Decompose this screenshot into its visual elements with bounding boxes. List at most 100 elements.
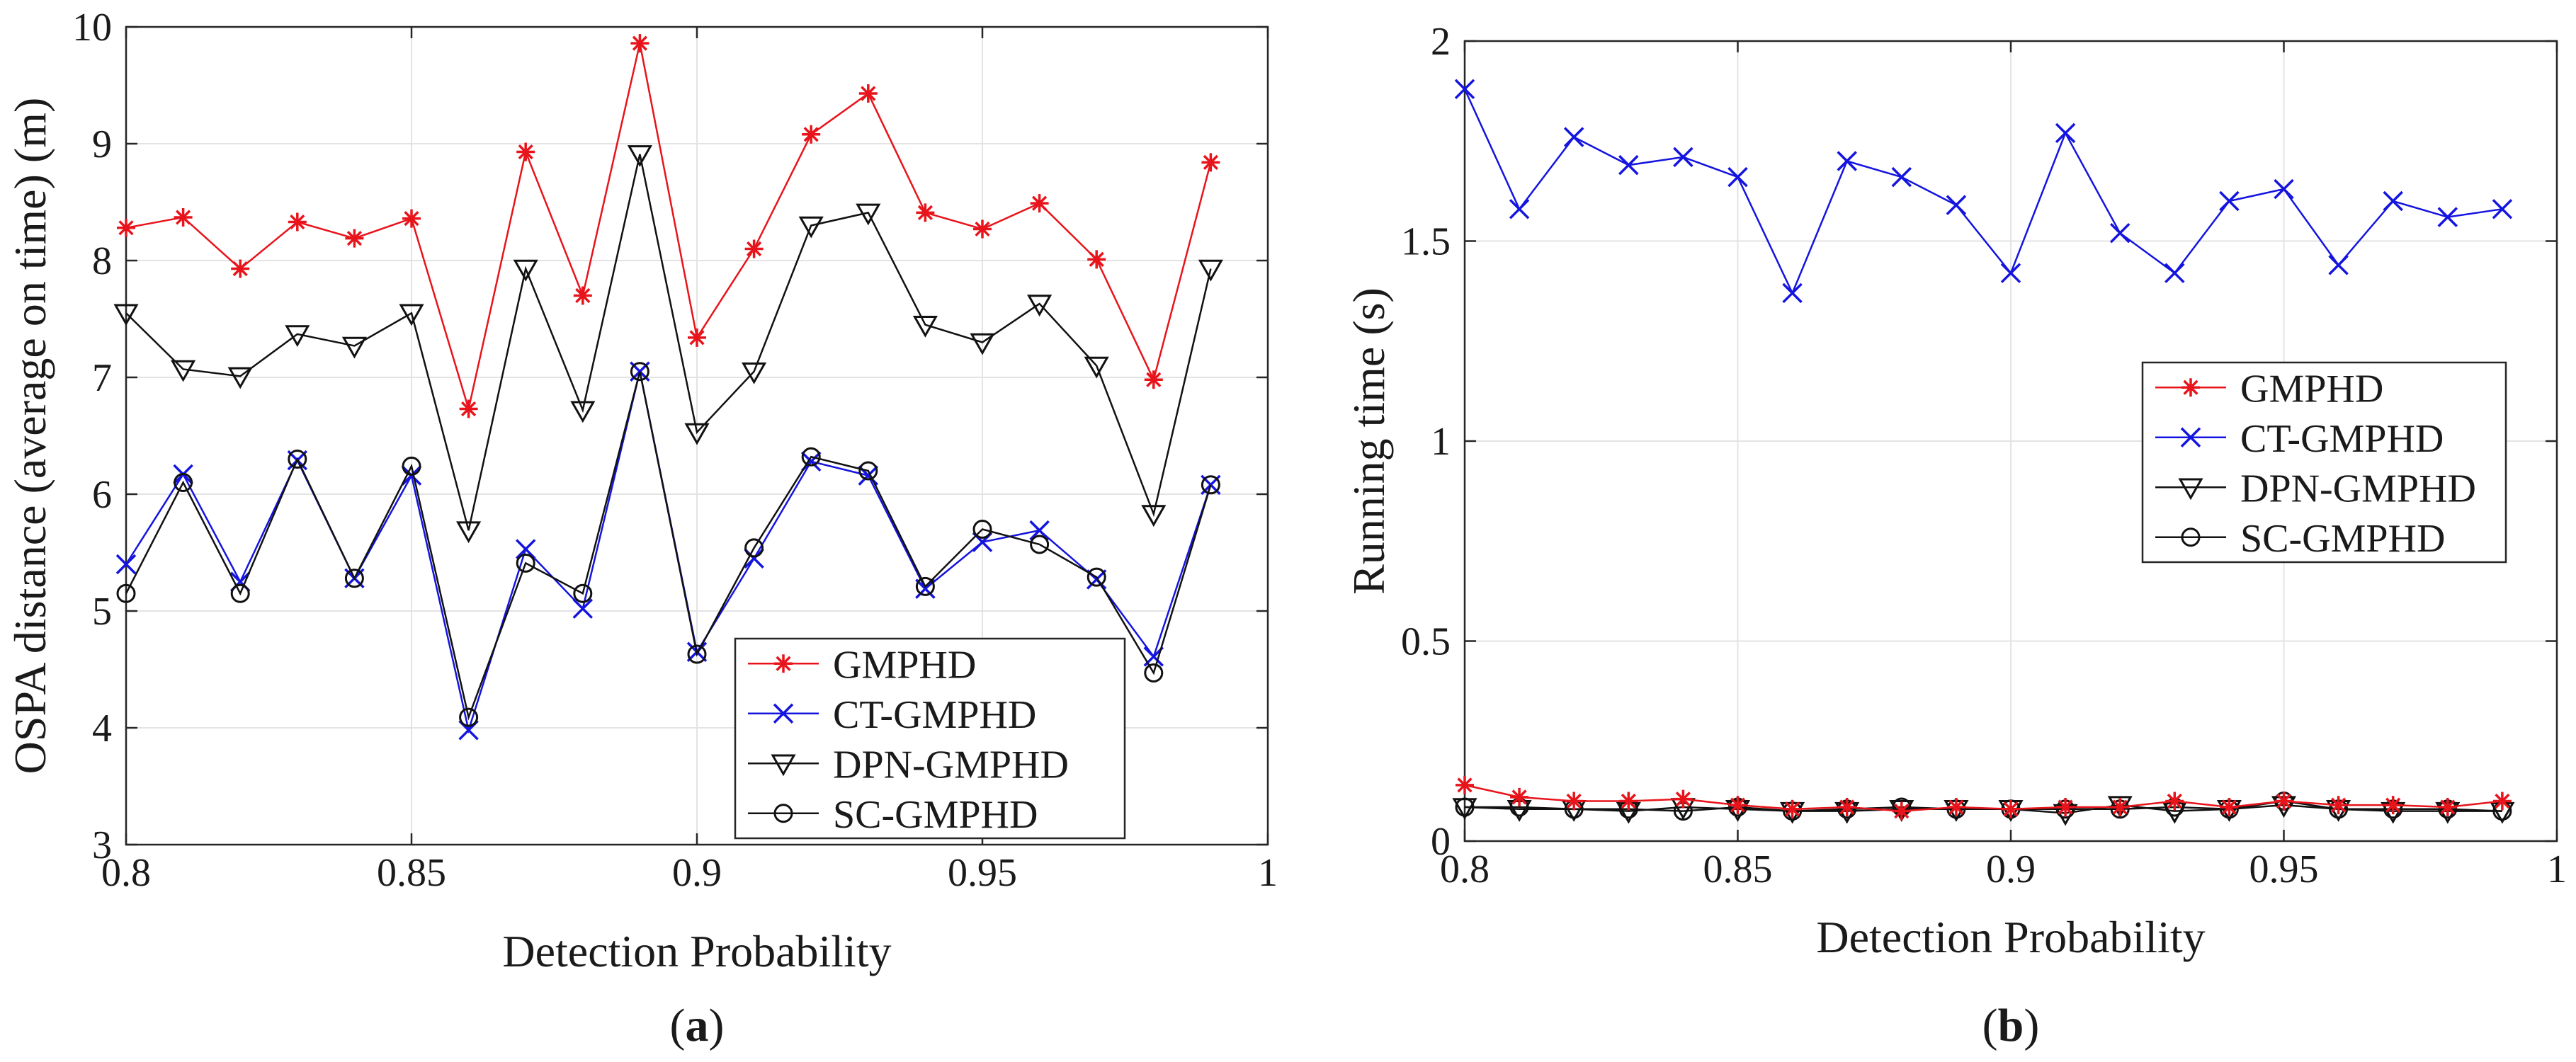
circle-marker-shape [459, 707, 479, 727]
data-point [1782, 282, 1803, 304]
circle-marker-shape [116, 583, 136, 603]
x-marker-shape [1563, 127, 1584, 147]
legend-marker [771, 754, 796, 777]
x-tick-label: 0.85 [1703, 847, 1773, 891]
data-point [2219, 190, 2240, 212]
data-point [973, 219, 992, 239]
data-point [744, 538, 764, 558]
y-tick-label: 1 [1431, 420, 1451, 464]
data-point [1565, 792, 1584, 811]
data-point [1144, 370, 1163, 389]
grid [125, 26, 1269, 845]
legend-item: GMPHD [2155, 367, 2383, 411]
asterisk-marker-shape [573, 286, 592, 305]
panel-b: 0.8 0.85 0.9 0.95 1 0 0.5 1 1.5 2 Detection Probab… [1344, 20, 2567, 1051]
data-point [2002, 799, 2020, 818]
legend-marker [773, 703, 794, 724]
asterisk-marker-shape [630, 34, 649, 53]
data-point [2383, 796, 2402, 815]
x-marker-shape [572, 598, 594, 619]
x-marker-shape [2000, 263, 2021, 283]
data-point [915, 576, 935, 596]
data-point [459, 707, 479, 727]
x-marker-shape [2055, 122, 2076, 144]
triangle-marker-shape [399, 304, 424, 326]
triangle-marker-shape [285, 325, 310, 347]
circle-marker-shape [1086, 567, 1106, 587]
asterisk-marker-shape [2492, 792, 2512, 811]
y-tick-label: 0 [1431, 820, 1451, 864]
data-point [970, 333, 995, 355]
data-point [1456, 775, 1474, 794]
data-point [115, 554, 137, 575]
data-point [402, 209, 421, 228]
data-point [2329, 796, 2348, 815]
x-marker-shape [1454, 79, 1475, 100]
triangle-marker-shape [856, 203, 881, 226]
data-point [1783, 799, 1802, 818]
data-point [117, 218, 135, 237]
x-axis-label: Detection Probability [502, 926, 891, 976]
legend: GMPHD CT-GMPHD DPN-GMPHD SC-GMPHD [734, 637, 1126, 840]
asterisk-marker-shape [688, 328, 706, 347]
data-point [116, 583, 136, 603]
x-marker-shape [1891, 166, 1912, 188]
data-point [174, 207, 193, 227]
panel-label-letter: b [1998, 1000, 2024, 1051]
data-point [802, 125, 821, 144]
asterisk-marker-shape [916, 203, 935, 222]
data-point [1946, 797, 1965, 816]
data-point [573, 583, 593, 603]
circle-marker-shape [573, 583, 593, 603]
asterisk-marker-shape [345, 229, 364, 248]
x-tick-label: 0.8 [101, 851, 151, 895]
circle-marker-shape [1201, 475, 1220, 495]
y-tick-label: 8 [92, 239, 112, 283]
data-point [1509, 199, 1530, 219]
data-point [1086, 567, 1106, 587]
data-point [174, 473, 193, 492]
triangle-marker-shape [1084, 356, 1109, 379]
data-point [1198, 259, 1223, 282]
data-point [227, 367, 253, 389]
asterisk-marker-shape [858, 84, 878, 103]
asterisk-marker-shape [1728, 796, 1747, 815]
x-marker-shape [1782, 282, 1803, 304]
x-marker-shape [1946, 195, 1967, 215]
data-point [2438, 797, 2457, 816]
data-point [2274, 792, 2293, 811]
panel-label-close: ) [2024, 1000, 2039, 1051]
series-gmphd [117, 34, 1220, 418]
data-point [744, 239, 764, 258]
legend-marker [2181, 527, 2201, 547]
triangle-marker-shape [1198, 259, 1223, 282]
data-point [573, 286, 592, 305]
data-point [1201, 475, 1220, 495]
data-point [456, 521, 482, 544]
data-point [2111, 797, 2130, 816]
asterisk-marker-shape [1087, 250, 1106, 269]
x-marker-shape [2492, 199, 2513, 219]
data-point [916, 203, 935, 222]
triangle-marker-shape [912, 316, 938, 338]
triangle-marker-shape [513, 259, 538, 282]
data-point [858, 461, 878, 481]
x-axis-label: Detection Probability [1816, 912, 2205, 962]
circle-marker-shape [1144, 663, 1164, 683]
data-point [1618, 154, 1639, 176]
data-point [630, 34, 649, 53]
triangle-marker-shape [113, 304, 139, 326]
circle-marker-shape [288, 450, 307, 469]
data-point [687, 644, 707, 664]
panel-label-letter: a [686, 1000, 709, 1051]
asterisk-marker-shape [288, 212, 307, 232]
panel-a: 0.8 0.85 0.9 0.95 1 3 4 5 6 7 8 9 10 Detection Probab… [5, 6, 1278, 1051]
y-tick-label: 9 [92, 122, 112, 166]
asterisk-marker-shape [174, 207, 193, 227]
data-point [1673, 147, 1693, 168]
legend-label: DPN-GMPHD [2240, 467, 2476, 510]
data-point [2383, 190, 2403, 212]
legend-box [2141, 361, 2507, 564]
triangle-marker-shape [171, 360, 196, 382]
